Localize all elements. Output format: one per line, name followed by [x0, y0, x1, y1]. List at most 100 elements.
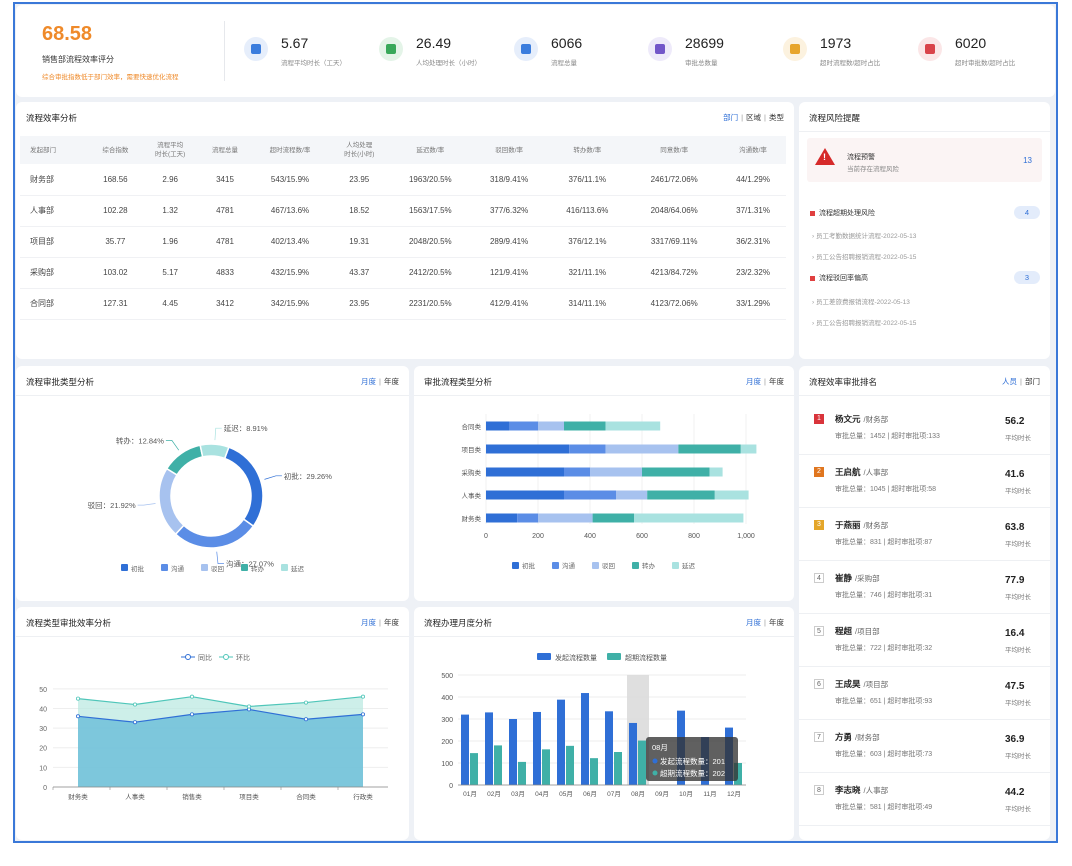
bar-segment[interactable] [569, 444, 606, 454]
bar[interactable] [533, 711, 541, 785]
bar[interactable] [566, 745, 574, 785]
bar-segment[interactable] [678, 444, 741, 454]
data-point[interactable] [76, 696, 81, 701]
donut-slice[interactable] [199, 443, 230, 460]
legend-label[interactable]: 环比 [236, 653, 250, 662]
bar-segment[interactable] [538, 513, 593, 523]
legend-label[interactable]: 超期流程数量 [625, 653, 667, 662]
bar-segment[interactable] [709, 467, 723, 477]
rank-row[interactable]: 2 王启航/人事部 审批总量：1045 | 超时审批项:58 41.6 平均时长 [799, 455, 1050, 508]
switch-type[interactable]: 类型 [769, 113, 784, 122]
table-row[interactable]: 人事部 102.28 1.32 4781 467/13.6% 18.52 1563/17.5… [20, 195, 786, 227]
bar-segment[interactable] [634, 513, 744, 523]
legend-label[interactable]: 延迟 [682, 561, 696, 570]
data-point[interactable] [133, 702, 138, 707]
bar-segment[interactable] [590, 467, 642, 477]
switch-department[interactable]: 部门 [1025, 377, 1040, 386]
donut-slice[interactable] [165, 444, 204, 476]
table-row[interactable]: 采购部 103.02 5.17 4833 432/15.9% 43.37 2412/20.5… [20, 257, 786, 289]
switch-department[interactable]: 部门 [723, 113, 739, 122]
risk-item[interactable]: › 员工考勤数据统计流程-2022-05-13 [812, 233, 917, 240]
data-point[interactable] [246, 704, 251, 709]
donut-slice[interactable] [158, 467, 185, 536]
legend-label[interactable]: 沟通 [562, 561, 576, 570]
data-point[interactable] [303, 717, 308, 722]
data-point[interactable] [133, 720, 138, 725]
data-point[interactable] [76, 714, 81, 719]
data-point[interactable] [360, 712, 365, 717]
switch-year[interactable]: 年度 [384, 618, 399, 627]
switch-year[interactable]: 年度 [769, 377, 784, 386]
table-row[interactable]: 项目部 35.77 1.96 4781 402/13.4% 19.31 2048/20.5%… [20, 226, 786, 258]
bar-segment[interactable] [538, 421, 564, 431]
risk-item[interactable]: › 员工公告招聘报销流程-2022-05-15 [812, 254, 917, 261]
bar[interactable] [590, 758, 598, 785]
table-row[interactable]: 合同部 127.31 4.45 3412 342/15.9% 23.95 2231/20.5… [20, 288, 786, 320]
data-point[interactable] [360, 694, 365, 699]
risk-item[interactable]: › 员工差旅费报销流程-2022-05-13 [812, 299, 910, 306]
rank-row[interactable]: 1 杨文元/财务部 审批总量：1452 | 超时审批项:133 56.2 平均时长 [799, 402, 1050, 455]
bar-segment[interactable] [486, 444, 570, 454]
bar[interactable] [557, 699, 565, 785]
legend-label[interactable]: 延迟 [291, 564, 305, 573]
bar-segment[interactable] [616, 490, 648, 500]
rank-row[interactable]: 5 程超/项目部 审批总量：722 | 超时审批项:32 16.4 平均时长 [799, 614, 1050, 667]
bar-segment[interactable] [605, 444, 679, 454]
bar-segment[interactable] [509, 421, 538, 431]
switch-month[interactable]: 月度 [746, 618, 762, 627]
switch-region[interactable]: 区域 [746, 113, 762, 122]
legend-label[interactable]: 驳回 [211, 565, 224, 573]
bar-segment[interactable] [486, 421, 510, 431]
bar[interactable] [518, 761, 526, 785]
legend-label[interactable]: 发起流程数量 [555, 653, 597, 662]
donut-slice[interactable] [174, 518, 255, 549]
rank-row[interactable]: 8 李志晓/人事部 审批总量：581 | 超时审批项:49 44.2 平均时长 [799, 773, 1050, 826]
switch-person[interactable]: 人员 [1002, 377, 1018, 386]
bar-segment[interactable] [486, 490, 564, 500]
rank-row[interactable]: 4 崔静/采购部 审批总量：746 | 超时审批项:31 77.9 平均时长 [799, 561, 1050, 614]
bar[interactable] [470, 753, 478, 785]
switch-month[interactable]: 月度 [746, 377, 762, 386]
legend-label[interactable]: 驳回 [602, 562, 615, 570]
bar-segment[interactable] [564, 421, 606, 431]
legend-label[interactable]: 转办 [642, 561, 656, 570]
bar-segment[interactable] [564, 490, 616, 500]
risk-section-overdue[interactable]: 流程超期处理风险 [810, 208, 875, 218]
bar[interactable] [542, 749, 550, 785]
data-point[interactable] [189, 712, 194, 717]
bar[interactable] [638, 740, 646, 785]
bar-segment[interactable] [486, 513, 518, 523]
bar[interactable] [509, 719, 517, 785]
rank-row[interactable]: 7 方勇/财务部 审批总量：603 | 超时审批项:73 36.9 平均时长 [799, 720, 1050, 773]
bar[interactable] [485, 712, 493, 785]
bar-segment[interactable] [592, 513, 635, 523]
risk-item[interactable]: › 员工公告招聘报销流程-2022-05-15 [812, 320, 917, 327]
bar-segment[interactable] [517, 513, 538, 523]
rank-row[interactable]: 6 王成昊/项目部 审批总量：651 | 超时审批项:93 47.5 平均时长 [799, 667, 1050, 720]
bar[interactable] [614, 752, 622, 785]
bar[interactable] [494, 745, 502, 785]
legend-label[interactable]: 初批 [131, 564, 145, 573]
switch-month[interactable]: 月度 [361, 618, 377, 627]
legend-label[interactable]: 同比 [198, 653, 212, 662]
donut-slice[interactable] [223, 446, 264, 528]
bar-segment[interactable] [647, 490, 715, 500]
legend-label[interactable]: 初批 [522, 561, 536, 570]
bar-segment[interactable] [740, 444, 757, 454]
data-point[interactable] [189, 694, 194, 699]
bar[interactable] [461, 714, 469, 785]
legend-label[interactable]: 转办 [251, 564, 265, 573]
bar[interactable] [605, 711, 613, 785]
rank-row[interactable]: 3 于燕丽/财务部 审批总量：831 | 超时审批项:87 63.8 平均时长 [799, 508, 1050, 561]
bar[interactable] [581, 693, 589, 785]
switch-year[interactable]: 年度 [384, 377, 399, 386]
switch-month[interactable]: 月度 [361, 377, 377, 386]
bar-segment[interactable] [642, 467, 710, 477]
bar[interactable] [629, 722, 637, 785]
bar-segment[interactable] [605, 421, 661, 431]
switch-year[interactable]: 年度 [769, 618, 784, 627]
legend-label[interactable]: 沟通 [171, 564, 185, 573]
table-row[interactable]: 财务部 168.56 2.96 3415 543/15.9% 23.95 1963/20.5… [20, 164, 786, 196]
risk-section-reject[interactable]: 流程驳回率偏高 [810, 273, 868, 283]
risk-alert[interactable]: ! 流程预警 当前存在流程风险 13 [807, 138, 1042, 182]
